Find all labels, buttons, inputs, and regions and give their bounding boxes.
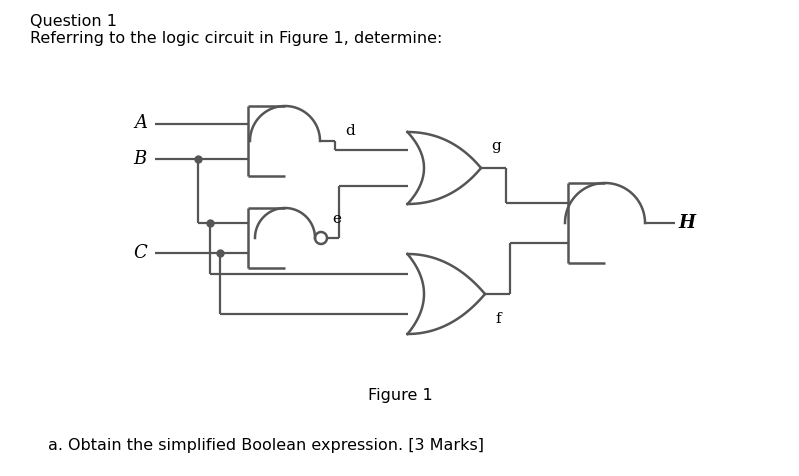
Text: C: C [133,244,147,262]
Text: f: f [495,312,501,326]
Text: Question 1: Question 1 [30,14,117,29]
Text: Referring to the logic circuit in Figure 1, determine:: Referring to the logic circuit in Figure… [30,31,443,46]
Text: A: A [134,115,147,132]
Text: B: B [133,149,147,168]
Text: Obtain the simplified Boolean expression. [3 Marks]: Obtain the simplified Boolean expression… [68,438,484,453]
Text: g: g [491,139,501,153]
Text: e: e [332,212,341,226]
Text: a.: a. [48,438,63,453]
Text: d: d [345,124,355,138]
Text: H: H [678,214,695,232]
Text: Figure 1: Figure 1 [368,388,432,403]
